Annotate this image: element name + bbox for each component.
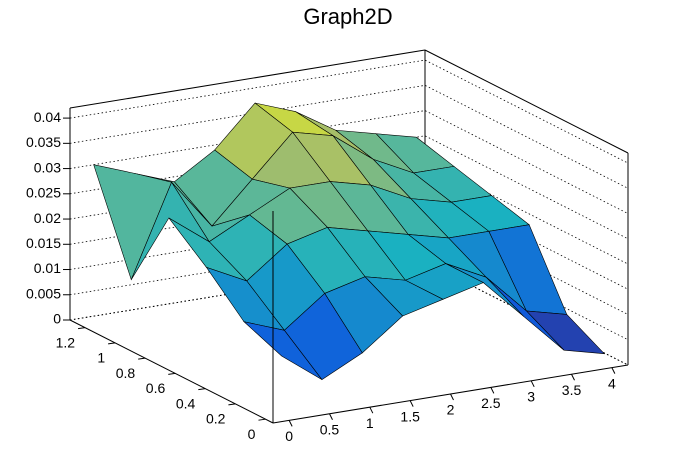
- x-tick: [530, 380, 535, 388]
- z-tick-label: 0.04: [34, 109, 61, 125]
- z-tick-label: 0.015: [26, 235, 61, 251]
- y-tick: [228, 403, 236, 406]
- x-tick-label: 1: [366, 415, 374, 431]
- z-tick-label: 0.025: [26, 185, 61, 201]
- y-tick: [77, 327, 86, 330]
- z-tick-label: 0.035: [26, 134, 61, 150]
- y-tick-label: 1: [97, 350, 105, 366]
- surface-cell: [243, 321, 323, 380]
- x-tick-label: 0: [285, 428, 293, 444]
- z-tick-label: 0.01: [34, 260, 61, 276]
- y-tick-label: 0.4: [176, 395, 196, 411]
- z-tick-label: 0.005: [26, 285, 61, 301]
- y-axis: [69, 319, 274, 424]
- x-tick-label: 2.5: [481, 395, 501, 411]
- y-tick: [108, 342, 116, 345]
- y-tick: [198, 388, 206, 391]
- surface-cell: [525, 310, 606, 355]
- x-tick: [409, 400, 414, 407]
- x-tick: [611, 367, 616, 374]
- y-tick-label: 0.2: [206, 411, 226, 427]
- y-tick-label: 0: [248, 426, 256, 442]
- x-tick-label: 3.5: [562, 382, 582, 398]
- y-tick: [138, 357, 146, 360]
- y-tick-label: 1.2: [56, 334, 76, 350]
- x-tick-label: 2: [447, 402, 455, 418]
- x-tick-label: 1.5: [400, 408, 420, 424]
- x-tick-label: 4: [608, 375, 616, 391]
- x-tick-label: 3: [527, 389, 535, 405]
- y-tick: [258, 418, 266, 421]
- z-tick-label: 0.03: [34, 159, 61, 175]
- x-tick: [490, 387, 495, 394]
- x-tick: [450, 393, 454, 401]
- chart-title: Graph2D: [303, 4, 392, 29]
- x-tick: [369, 406, 374, 414]
- x-tick: [329, 413, 333, 420]
- x-tick: [288, 420, 293, 427]
- z-tick-label: 0: [53, 311, 61, 327]
- box-edge: [69, 49, 426, 109]
- x-tick-label: 0.5: [320, 421, 340, 437]
- z-tick-label: 0.02: [34, 210, 61, 226]
- x-tick: [571, 374, 575, 381]
- y-tick-label: 0.6: [146, 380, 166, 396]
- box-edge: [424, 49, 629, 154]
- y-tick: [168, 372, 176, 375]
- y-tick-label: 0.8: [116, 365, 136, 381]
